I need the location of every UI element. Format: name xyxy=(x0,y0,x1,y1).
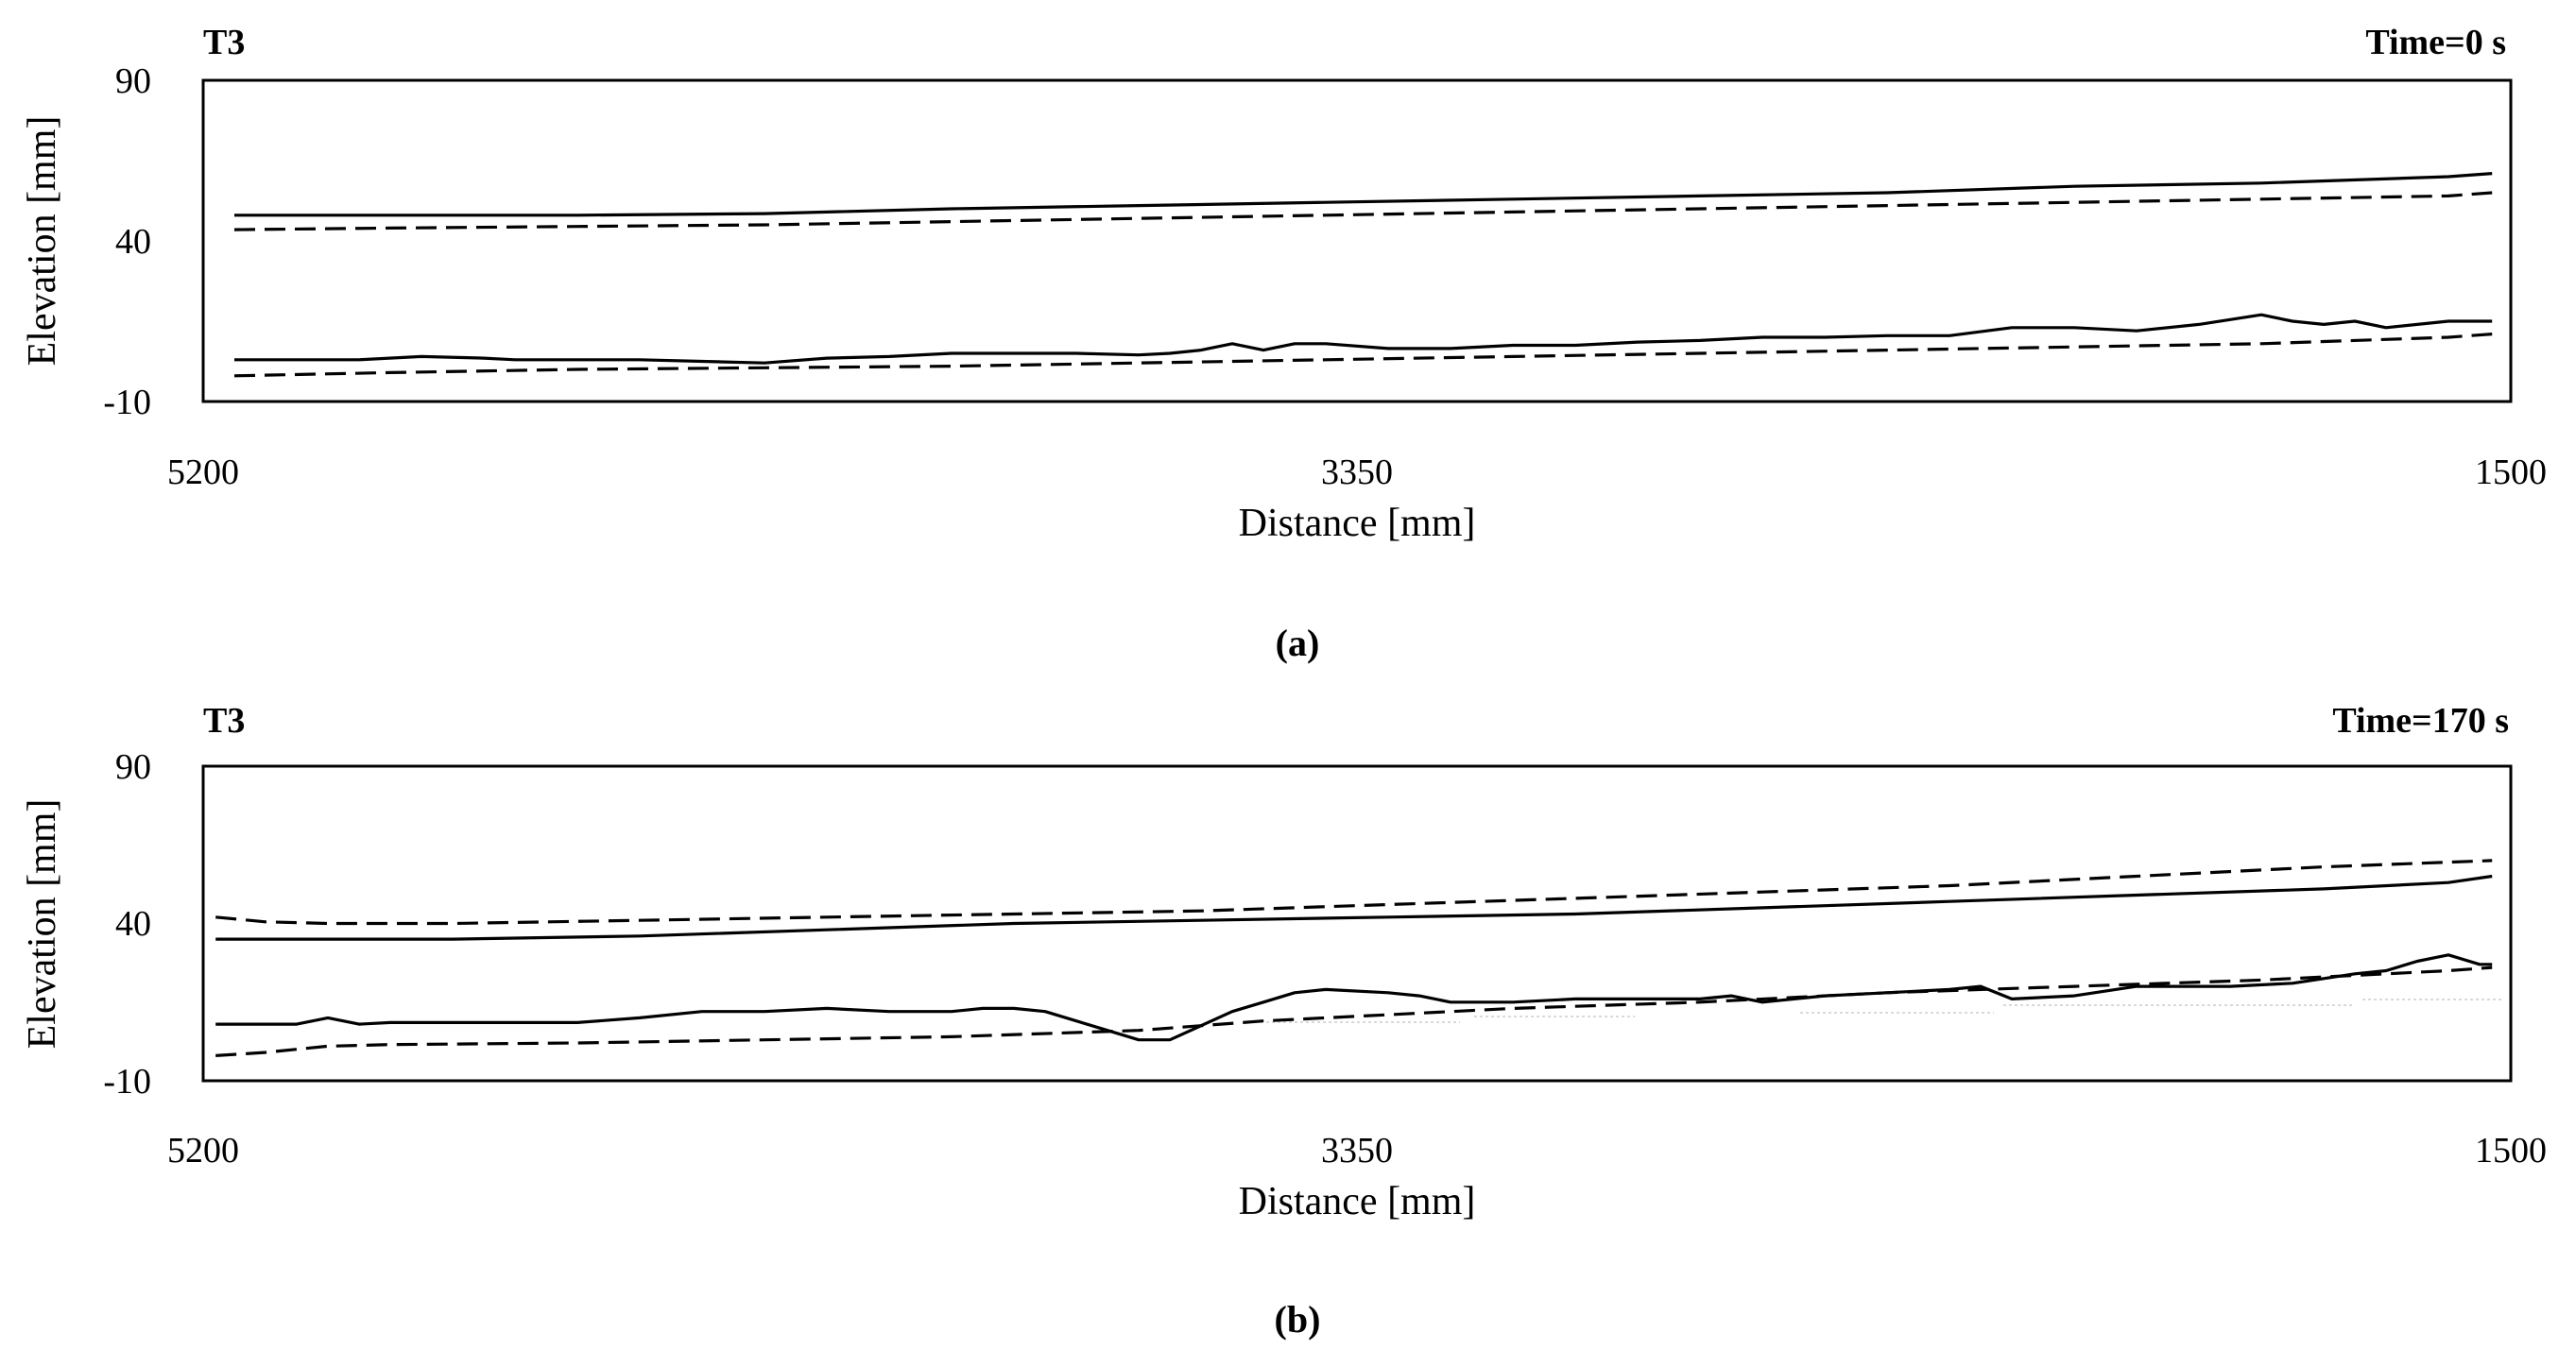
panel-b-ytick-bottom: -10 xyxy=(103,1062,151,1102)
panel-a-xtick-mid: 3350 xyxy=(1321,453,1393,492)
panel-b-xtick-mid: 3350 xyxy=(1321,1131,1393,1171)
panel-a-ytick-bottom: -10 xyxy=(103,383,151,422)
panel-a: T3 Time=0 s 90 40 -10 Elevation [mm] 520… xyxy=(21,23,2547,664)
panel-b-y-axis-title: Elevation [mm] xyxy=(21,799,64,1050)
panel-a-y-axis-title: Elevation [mm] xyxy=(21,116,64,367)
panel-b-ytick-mid: 40 xyxy=(115,904,151,944)
panel-b-xtick-left: 5200 xyxy=(167,1131,239,1171)
panel-a-series-line-4 xyxy=(233,333,2493,378)
panel-a-series-line-2 xyxy=(233,191,2493,231)
panel-b-series-line-4 xyxy=(215,966,2493,1057)
panel-b-series-group xyxy=(215,859,2504,1057)
panel-a-x-axis-title: Distance [mm] xyxy=(1239,502,1476,545)
panel-b-left-title: T3 xyxy=(203,701,245,741)
panel-b-series-line-1 xyxy=(215,859,2493,926)
panel-b-series-line-3 xyxy=(215,953,2493,1042)
panel-a-left-title: T3 xyxy=(203,23,245,62)
panel-a-ytick-top: 90 xyxy=(115,61,151,101)
panel-b-plot-frame xyxy=(201,764,2513,1083)
panel-b-label: (b) xyxy=(1275,1298,1321,1341)
panel-a-series-line-3 xyxy=(234,313,2493,365)
panel-a-xtick-right: 1500 xyxy=(2475,453,2547,492)
panel-b-ytick-top: 90 xyxy=(115,747,151,787)
panel-b-xtick-right: 1500 xyxy=(2475,1131,2547,1171)
panel-a-series-line-1 xyxy=(234,172,2493,217)
panel-b-series-line-2 xyxy=(215,874,2493,941)
panel-b-right-title: Time=170 s xyxy=(2332,701,2509,741)
panel-a-ytick-mid: 40 xyxy=(115,222,151,262)
panel-a-plot-frame xyxy=(201,78,2513,403)
panel-b-x-axis-title: Distance [mm] xyxy=(1239,1180,1476,1223)
panel-a-label: (a) xyxy=(1276,622,1320,664)
panel-a-right-title: Time=0 s xyxy=(2365,23,2506,62)
panel-a-xtick-left: 5200 xyxy=(167,453,239,492)
panel-b: T3 Time=170 s 90 40 -10 Elevation [mm] 5… xyxy=(21,701,2547,1341)
panel-a-series-group xyxy=(233,172,2493,378)
